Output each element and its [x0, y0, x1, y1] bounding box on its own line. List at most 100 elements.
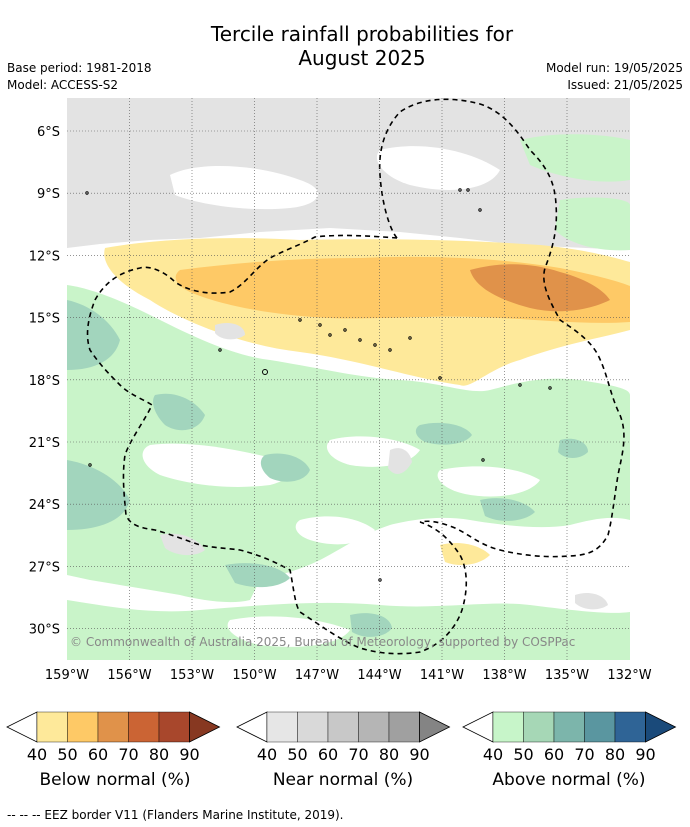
- copyright-notice: © Commonwealth of Australia 2025, Bureau…: [70, 635, 575, 649]
- colorbar-1: 40 50 60 70 80 90: [236, 711, 451, 764]
- lon-label: 147°W: [295, 668, 339, 683]
- colorbar-segment: [584, 711, 616, 743]
- above-normal-mid-west: [67, 300, 120, 370]
- colorbar-tick: 70: [118, 745, 138, 764]
- colorbar-tick: 60: [318, 745, 338, 764]
- colorbar-tick: 90: [635, 745, 655, 764]
- lat-label: 6°S: [37, 125, 60, 140]
- graticule: [67, 98, 630, 660]
- above-normal-colorbar-label: Above normal (%): [492, 770, 646, 790]
- eez-border-north: [378, 98, 625, 558]
- lat-label: 9°S: [37, 187, 60, 202]
- near-normal-patch-4: [575, 593, 608, 610]
- colorbar-tick: 40: [257, 745, 277, 764]
- colorbar-tick: 70: [574, 745, 594, 764]
- above-normal-mid-west-2: [67, 460, 130, 530]
- colorbar-tick: 90: [409, 745, 429, 764]
- run-info: Model run: 19/05/2025 Issued: 21/05/2025: [546, 60, 683, 94]
- colorbar-segment: [492, 711, 524, 743]
- above-normal-mid-2: [260, 453, 310, 482]
- colorbar-under-triangle: [6, 711, 38, 743]
- near-normal-patch-2: [388, 448, 412, 474]
- latitude-labels: 6°S 9°S 12°S 15°S 18°S 21°S 24°S 27°S 30°S: [29, 125, 60, 638]
- map-fields: [67, 98, 630, 660]
- above-normal-mid-5: [225, 563, 290, 588]
- base-period: Base period: 1981-2018: [7, 61, 152, 75]
- lon-label: 144°W: [357, 668, 401, 683]
- lon-label: 138°W: [482, 668, 526, 683]
- issued-date: Issued: 21/05/2025: [567, 78, 683, 92]
- near-normal-region: [67, 98, 630, 250]
- lon-label: 132°W: [607, 668, 651, 683]
- lon-label: 156°W: [107, 668, 151, 683]
- model-run-date: Model run: 19/05/2025: [545, 61, 683, 75]
- lon-label: 150°W: [232, 668, 276, 683]
- above-normal-mid-1: [153, 393, 205, 431]
- below-normal-south-patch-2: [440, 543, 490, 566]
- colorbar-over-triangle: [645, 711, 677, 743]
- near-normal-patch-1: [215, 323, 245, 340]
- colorbar-tick: 50: [513, 745, 533, 764]
- above-normal-mid-6: [350, 613, 392, 637]
- white-patch-north-2: [376, 146, 500, 190]
- islands: [85, 188, 552, 582]
- colorbar-tick: 70: [348, 745, 368, 764]
- rainfall-map: © Commonwealth of Australia 2025, Bureau…: [6, 98, 677, 764]
- colorbar-segment: [553, 711, 585, 743]
- model-info: Base period: 1981-2018 Model: ACCESS-S2: [7, 60, 152, 94]
- lat-label: 15°S: [29, 312, 60, 327]
- colorbar-segment: [327, 711, 359, 743]
- lat-label: 21°S: [29, 436, 60, 451]
- lat-label: 12°S: [29, 249, 60, 264]
- above-normal-northeast: [520, 134, 630, 182]
- colorbar-tick: 80: [605, 745, 625, 764]
- colorbar-segment: [67, 711, 99, 743]
- colorbar-under-triangle: [462, 711, 494, 743]
- lat-label: 27°S: [29, 560, 60, 575]
- above-normal-mid-7: [558, 438, 588, 458]
- near-normal-patch-3: [160, 533, 205, 556]
- title-line-2: August 2025: [298, 46, 426, 70]
- below-normal-colorbar-label: Below normal (%): [39, 770, 191, 790]
- colorbar-segment: [614, 711, 646, 743]
- colorbar-segment: [128, 711, 160, 743]
- colorbar-tick: 80: [149, 745, 169, 764]
- colorbar-segment: [523, 711, 555, 743]
- colorbar-segment: [36, 711, 68, 743]
- title-line-1: Tercile rainfall probabilities for: [210, 22, 514, 46]
- model-name: Model: ACCESS-S2: [7, 78, 119, 92]
- lon-label: 141°W: [420, 668, 464, 683]
- colorbar-segment: [388, 711, 420, 743]
- colorbar-tick: 40: [483, 745, 503, 764]
- colorbar-segment: [358, 711, 390, 743]
- colorbar-segment: [266, 711, 298, 743]
- white-patch-south-3: [437, 466, 540, 497]
- colorbar-tick: 60: [88, 745, 108, 764]
- above-normal-northeast-2: [555, 197, 630, 251]
- lon-label: 135°W: [545, 668, 589, 683]
- longitude-labels: 159°W 156°W 153°W 150°W 147°W 144°W 141°W 138°W…: [45, 668, 652, 683]
- lat-label: 30°S: [29, 623, 60, 638]
- lat-label: 18°S: [29, 374, 60, 389]
- white-patch-north: [170, 165, 319, 210]
- lon-label: 159°W: [45, 668, 89, 683]
- colorbar-segment: [158, 711, 190, 743]
- white-patch-south-4: [295, 516, 375, 545]
- above-normal-mid-3: [415, 422, 472, 445]
- lon-label: 153°W: [170, 668, 214, 683]
- colorbar-tick: 80: [379, 745, 399, 764]
- colorbars: 40 50 60 70 80 90 40 50 60 70 80 90 40 50 60 70 80 90: [6, 711, 677, 764]
- white-patch-south-1: [142, 443, 291, 487]
- near-normal-colorbar-label: Near normal (%): [272, 770, 414, 790]
- colorbar-tick: 50: [57, 745, 77, 764]
- colorbar-over-triangle: [189, 711, 221, 743]
- colorbar-segment: [97, 711, 129, 743]
- below-normal-dark-patch: [470, 264, 610, 312]
- above-normal-mid-4: [480, 498, 535, 521]
- colorbar-0: 40 50 60 70 80 90: [6, 711, 221, 764]
- colorbar-under-triangle: [236, 711, 268, 743]
- colorbar-tick: 40: [27, 745, 47, 764]
- colorbar-tick: 50: [287, 745, 307, 764]
- colorbar-over-triangle: [419, 711, 451, 743]
- colorbar-2: 40 50 60 70 80 90: [462, 711, 677, 764]
